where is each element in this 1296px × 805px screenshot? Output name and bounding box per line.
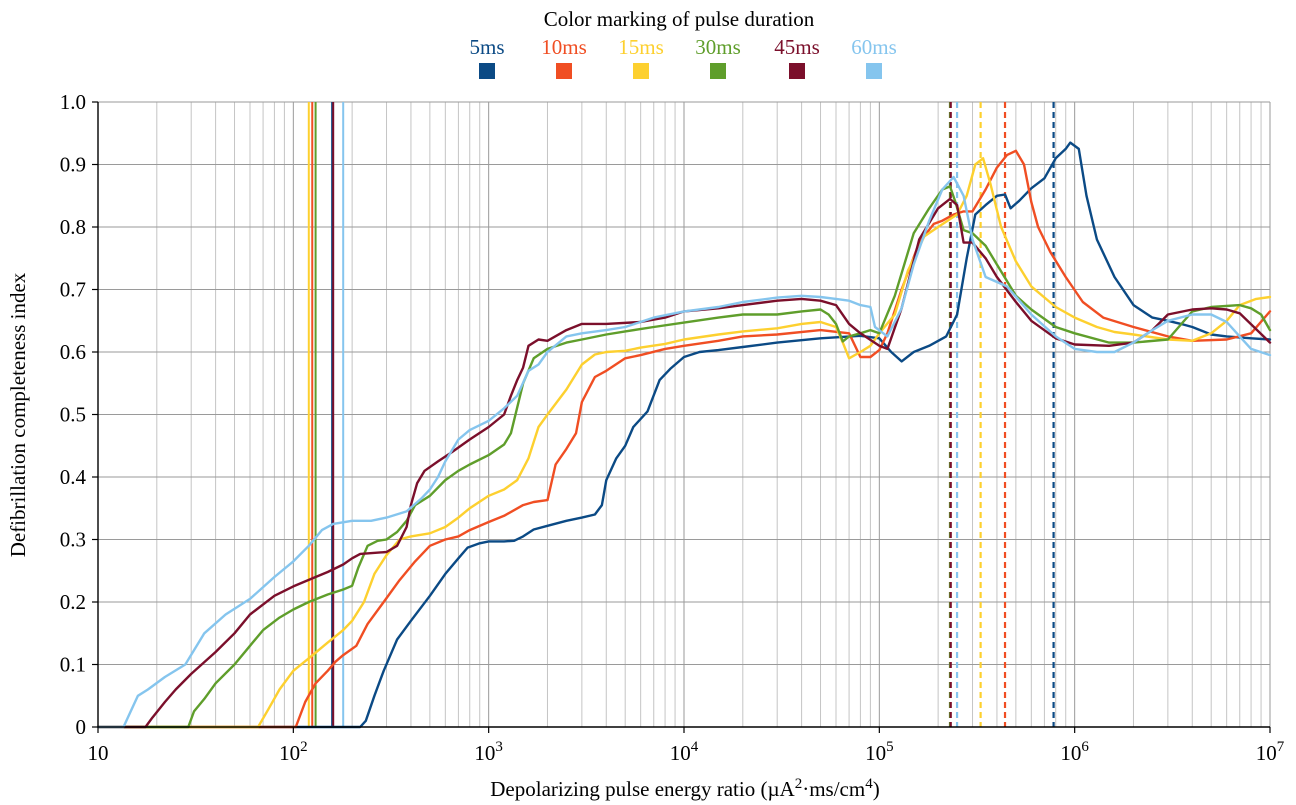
series-line-5ms [96,141,1272,729]
x-tick-label: 104 [670,739,699,765]
x-tick-label: 107 [1256,739,1285,765]
legend-label: 60ms [851,35,897,59]
series-lines [96,141,1272,729]
legend-label: 30ms [695,35,741,59]
y-tick-label: 0.4 [60,465,87,489]
legend-label: 10ms [541,35,587,59]
y-axis-title: Defibrillation completeness index [6,272,30,557]
x-tick-label: 103 [474,739,503,765]
legend-swatch [556,63,572,79]
legend-title: Color marking of pulse duration [544,7,815,31]
legend-swatch [789,63,805,79]
legend: Color marking of pulse duration 5ms 10ms 1… [469,7,897,79]
y-tick-label: 0.6 [60,340,86,364]
y-tick-labels: 0 0.1 0.2 0.3 0.4 0.5 0.6 0.7 0.8 0.9 1.0 [60,90,98,739]
y-tick-label: 1.0 [60,90,86,114]
series-line-45ms [96,197,1272,729]
grid [97,101,1271,728]
y-tick-label: 0.8 [60,215,86,239]
legend-swatch [710,63,726,79]
legend-swatch [866,63,882,79]
x-tick-label: 102 [279,739,308,765]
y-tick-label: 0.9 [60,153,86,177]
legend-label: 5ms [469,35,504,59]
legend-swatch [479,63,495,79]
series-line-15ms [96,157,1272,729]
x-axis-title: Depolarizing pulse energy ratio (µA2·ms/… [490,776,879,801]
x-tick-labels: 10 102 103 104 105 106 107 [88,727,1285,765]
y-tick-label: 0.3 [60,528,86,552]
y-tick-label: 0.5 [60,403,86,427]
legend-swatch [633,63,649,79]
legend-label: 15ms [618,35,664,59]
y-tick-label: 0 [76,715,87,739]
legend-label: 45ms [774,35,820,59]
x-tick-label: 106 [1060,739,1089,765]
series-line-10ms [96,149,1272,729]
y-tick-label: 0.2 [60,590,86,614]
y-tick-label: 0.7 [60,278,86,302]
y-tick-label: 0.1 [60,653,86,677]
x-tick-label: 105 [865,739,894,765]
series-line-60ms [96,175,1272,729]
x-tick-label: 10 [88,741,109,765]
